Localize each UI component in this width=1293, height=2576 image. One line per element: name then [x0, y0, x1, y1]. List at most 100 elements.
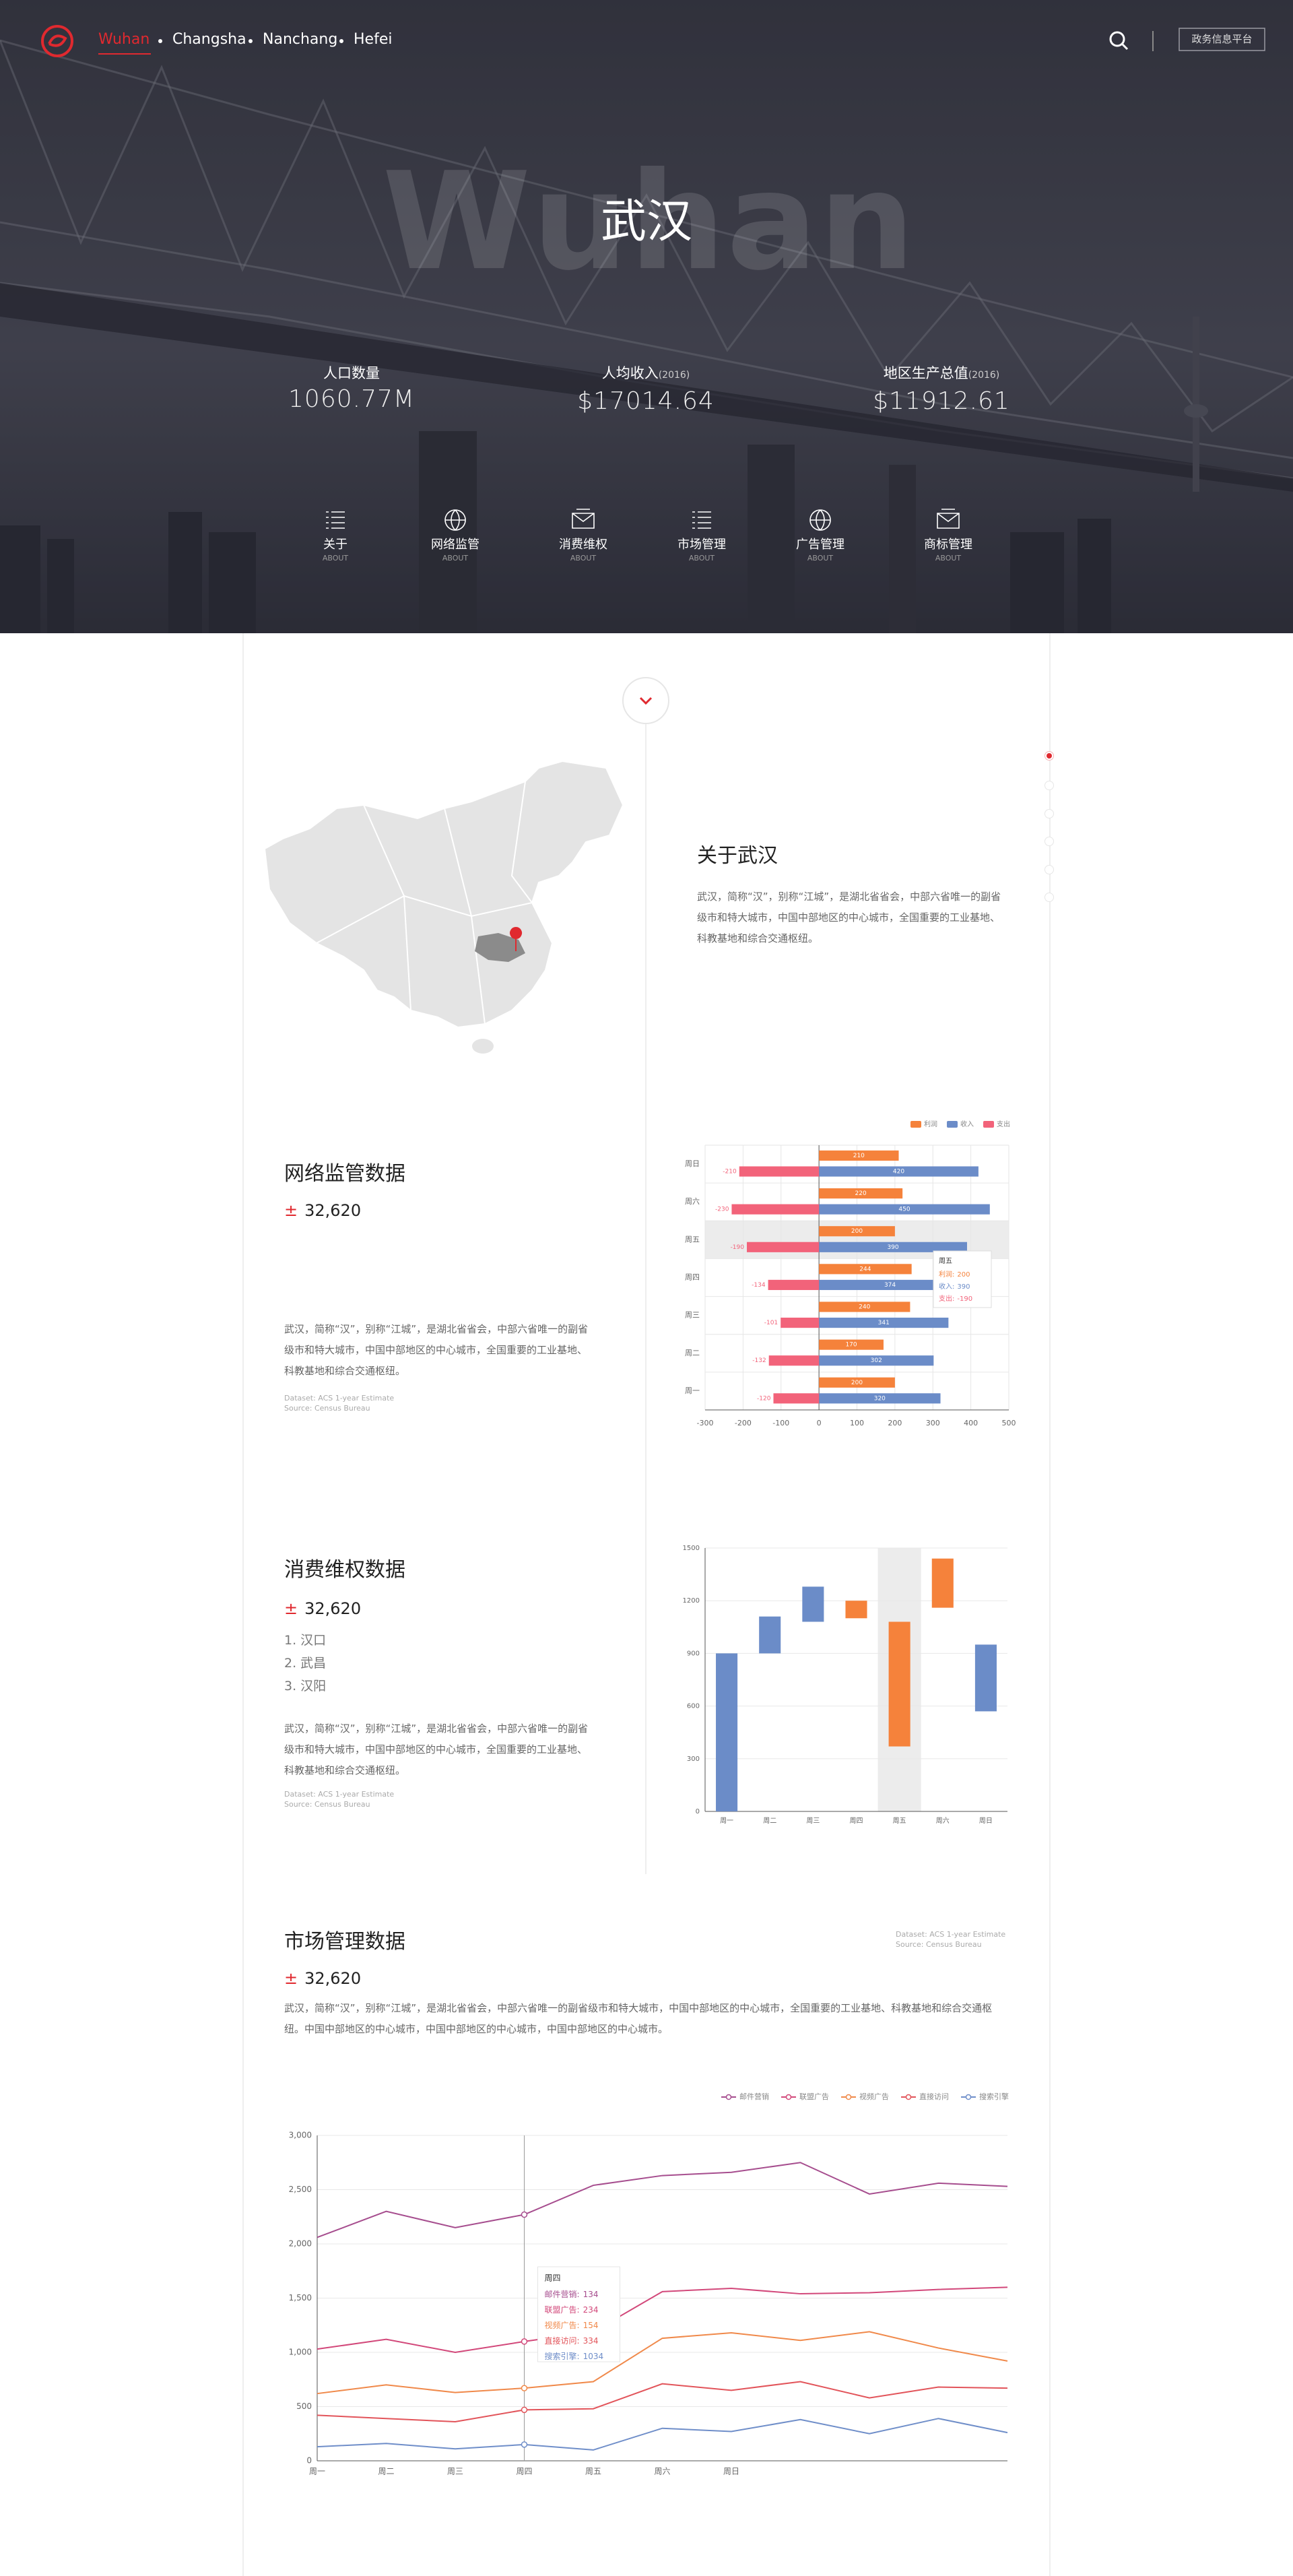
- x-tick-label: 周一: [720, 1817, 733, 1825]
- stat-value: $17014.64: [577, 387, 715, 415]
- tooltip-name: 支出: [939, 1294, 952, 1303]
- y-tick-label: 周二: [685, 1349, 700, 1357]
- bar: [819, 1355, 934, 1366]
- content-frame: [242, 633, 1051, 2576]
- menu-item[interactable]: 商标管理 ABOUT: [894, 507, 1002, 563]
- about-text: 武汉，简称“汉”，别称“江城”，是湖北省省会，中部六省唯一的副省级市和特大城市，…: [697, 891, 1001, 944]
- section-text: 武汉，简称“汉”，别称“江城”，是湖北省省会，中部六省唯一的副省级市和特大城市，…: [284, 1323, 589, 1377]
- y-tick-label: 周一: [685, 1386, 700, 1395]
- bar: [819, 1393, 941, 1404]
- nav-link[interactable]: Nanchang: [263, 31, 338, 48]
- icon-glyph: [937, 509, 960, 529]
- nav-link[interactable]: Changsha: [172, 31, 246, 48]
- menu-sub: ABOUT: [442, 554, 469, 562]
- series-line: [317, 2162, 1008, 2239]
- menu-item[interactable]: 网络监管 ABOUT: [401, 507, 509, 563]
- value-label: -230: [715, 1206, 729, 1213]
- bar: [768, 1279, 820, 1291]
- legend-dot: [785, 2094, 792, 2100]
- value-label: 450: [898, 1206, 910, 1213]
- x-tick-label: -300: [697, 1419, 714, 1427]
- section-dot[interactable]: [1045, 865, 1054, 874]
- bar: [747, 1242, 820, 1252]
- value-label: 390: [887, 1244, 898, 1251]
- dataset-note: Dataset: ACS 1-year Estimate Source: Cens…: [896, 1929, 1005, 1950]
- menu-icon: [809, 509, 831, 531]
- bar: [802, 1586, 824, 1622]
- section-dot[interactable]: [1045, 781, 1054, 790]
- menu-icon: [444, 509, 466, 531]
- y-tick-label: 1500: [683, 1545, 700, 1552]
- menu-item[interactable]: 市场管理 ABOUT: [648, 507, 756, 563]
- menu-icon: [937, 509, 960, 529]
- hero-watermark: Wuhan: [382, 143, 917, 300]
- tooltip-box: [933, 1250, 992, 1308]
- y-tick-label: 0: [306, 2456, 312, 2466]
- stat-label: 人口数量: [217, 362, 486, 384]
- section-dot[interactable]: [1045, 837, 1054, 846]
- value-label: 220: [855, 1190, 867, 1197]
- bar: [888, 1621, 910, 1747]
- bar: [819, 1339, 884, 1350]
- bar: [819, 1264, 912, 1275]
- bar: [819, 1242, 967, 1252]
- value-label: 200: [851, 1228, 863, 1235]
- menu-sub: ABOUT: [688, 554, 715, 562]
- district-list: 1. 汉口 2. 武昌 3. 汉阳: [284, 1629, 326, 1698]
- waterfall-chart: 0 300 600 900 1200 1500 周一 周二 周三 周四 周五 周六 周日: [683, 1545, 1007, 1825]
- y-tick-label: 300: [687, 1756, 700, 1763]
- source: Source: Census Bureau: [284, 1404, 370, 1413]
- bar: [819, 1377, 895, 1388]
- tooltip-value: 234: [583, 2305, 599, 2315]
- value-label: -132: [752, 1357, 766, 1364]
- menu-label: 商标管理: [924, 538, 972, 552]
- x-tick-label: 100: [850, 1419, 864, 1427]
- x-tick-label: 200: [888, 1419, 902, 1427]
- stat: 地区生产总值(2016) $11912.61: [807, 362, 1076, 417]
- section-dot[interactable]: [1045, 751, 1054, 761]
- stat-label-text: 地区生产总值: [883, 365, 968, 381]
- menu-item[interactable]: 关于 ABOUT: [281, 507, 389, 563]
- bar: [974, 1644, 997, 1712]
- series-line: [317, 2331, 1008, 2395]
- x-tick-label: 周三: [806, 1817, 820, 1825]
- menu-item[interactable]: 消费维权 ABOUT: [529, 507, 637, 563]
- value-label: 374: [884, 1282, 896, 1289]
- platform-button[interactable]: 政务信息平台: [1191, 33, 1253, 45]
- delta-value: 32,620: [304, 1969, 362, 1988]
- section-title: 消费维权数据: [284, 1558, 405, 1582]
- section-dot[interactable]: [1045, 809, 1054, 818]
- stat-label: 人均收入(2016): [511, 362, 781, 386]
- tooltip-item: 直接访问: 334: [545, 2336, 599, 2346]
- tooltip-item: 支出: -190: [939, 1294, 972, 1303]
- tooltip-value: 134: [583, 2290, 599, 2299]
- bar: [731, 1204, 820, 1215]
- legend-dot: [905, 2094, 912, 2100]
- y-tick-label: 周五: [685, 1235, 700, 1244]
- x-tick-label: 周一: [309, 2467, 325, 2476]
- x-tick-label: 周五: [893, 1817, 906, 1825]
- bar: [759, 1616, 781, 1654]
- x-tick-label: 周三: [447, 2467, 463, 2476]
- stat-label-text: 人口数量: [323, 365, 380, 381]
- tooltip-name: 视频广告: [545, 2320, 577, 2330]
- value-label: 244: [859, 1266, 871, 1273]
- nav-link[interactable]: Hefei: [354, 31, 393, 48]
- bar: [819, 1166, 979, 1177]
- section-dot[interactable]: [1045, 893, 1054, 902]
- bar: [768, 1355, 820, 1366]
- source: Source: Census Bureau: [896, 1940, 982, 1949]
- tooltip-title: 周五: [939, 1257, 952, 1265]
- hover-point: [521, 2385, 528, 2391]
- tooltip-value: 200: [957, 1271, 970, 1279]
- value-label: -190: [731, 1244, 745, 1251]
- nav-link[interactable]: Wuhan: [98, 31, 150, 48]
- bar: [819, 1226, 895, 1237]
- x-tick-label: -200: [735, 1419, 752, 1427]
- tooltip-item: 利润: 200: [939, 1270, 970, 1279]
- hero-background: [0, 0, 1293, 633]
- menu-label: 广告管理: [796, 538, 844, 552]
- menu-item[interactable]: 广告管理 ABOUT: [766, 507, 874, 563]
- dataset: Dataset: ACS 1-year Estimate: [284, 1790, 395, 1799]
- y-tick-label: 600: [687, 1703, 700, 1710]
